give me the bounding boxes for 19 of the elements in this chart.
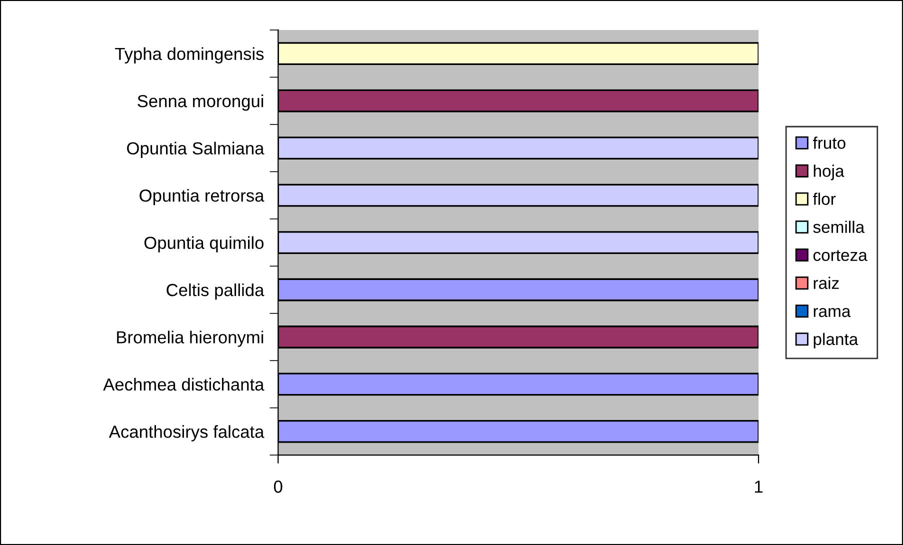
legend-label: rama bbox=[814, 308, 851, 318]
legend-label: corteza bbox=[813, 250, 868, 262]
y-tick-label: Opuntia retrorsa bbox=[140, 189, 264, 206]
legend-label: hoja bbox=[814, 164, 844, 180]
y-tick-label: Acanthosirys falcata bbox=[108, 425, 264, 442]
legend-label: flor bbox=[812, 192, 836, 205]
y-tick-label: Senna morongui bbox=[138, 94, 264, 111]
legend-label: planta bbox=[814, 332, 858, 348]
y-tick-label: Opuntia quimilo bbox=[144, 236, 264, 252]
x-tick-label: 1 bbox=[755, 480, 762, 493]
x-tick-label: 0 bbox=[274, 480, 282, 493]
legend-label: fruto bbox=[812, 136, 846, 149]
y-tick-label: Typha domingensis bbox=[115, 47, 264, 64]
y-tick-label: Opuntia Salmiana bbox=[127, 142, 264, 158]
legend-label: semilla bbox=[813, 220, 865, 233]
y-tick-label: Bromelia hieronymi bbox=[117, 330, 264, 347]
y-tick-label: Celtis pallida bbox=[166, 283, 264, 300]
legend-label: raiz bbox=[814, 276, 839, 290]
y-tick-label: Aechmea distichanta bbox=[103, 378, 264, 391]
